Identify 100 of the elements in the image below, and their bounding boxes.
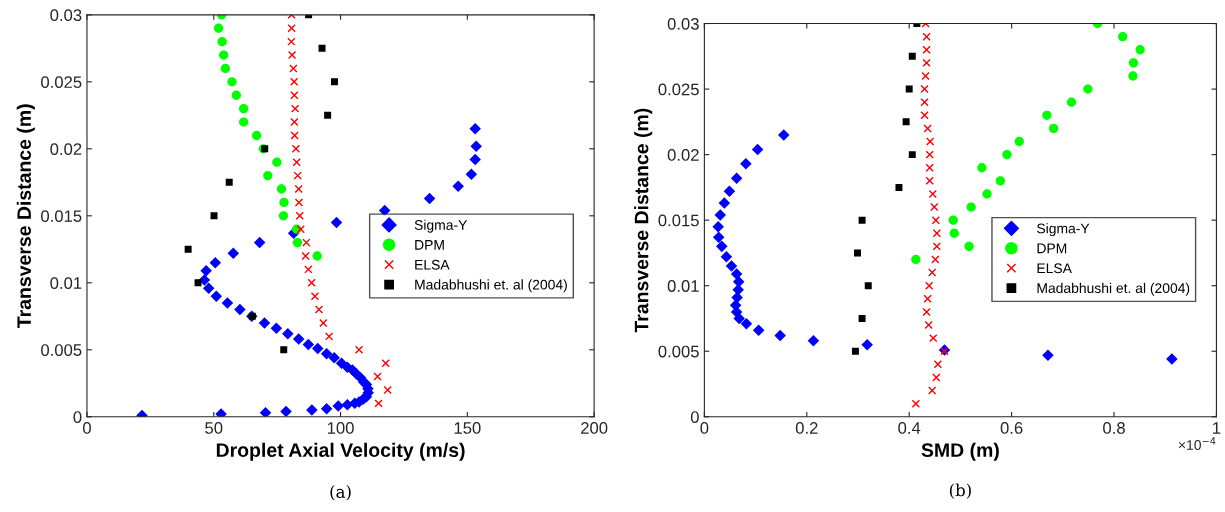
point — [932, 242, 942, 251]
point — [925, 150, 934, 159]
x-tick-label: 0.6 — [1000, 422, 1023, 434]
point — [925, 176, 934, 186]
point — [213, 23, 224, 33]
legend-label: Sigma-Y — [1037, 223, 1090, 237]
point — [723, 185, 736, 198]
point — [292, 237, 303, 248]
point — [287, 37, 296, 46]
point — [1042, 110, 1052, 120]
point — [922, 45, 931, 54]
point — [296, 225, 305, 234]
point — [1042, 349, 1054, 361]
point — [858, 216, 866, 224]
point — [289, 77, 299, 87]
point — [774, 329, 786, 342]
point — [718, 197, 731, 209]
point — [926, 137, 935, 146]
point — [210, 212, 218, 220]
point — [730, 172, 743, 184]
legend-label: DPM — [1037, 243, 1067, 254]
point — [864, 282, 872, 290]
point — [280, 346, 288, 354]
point — [330, 216, 343, 229]
point — [908, 52, 916, 60]
point — [1002, 149, 1012, 160]
point — [1118, 32, 1128, 42]
point — [320, 402, 333, 415]
point — [931, 215, 941, 225]
point — [311, 342, 324, 355]
point — [966, 202, 976, 212]
x-tick-label: 0.8 — [1103, 422, 1125, 434]
y-tick-label: 0.01 — [50, 277, 82, 289]
point — [995, 176, 1005, 186]
point — [851, 347, 859, 355]
y-tick-label: 0.005 — [41, 344, 82, 356]
x-tick-label: 150 — [454, 422, 481, 434]
y-tick-label: 0.02 — [667, 149, 699, 161]
point — [1128, 58, 1139, 68]
point — [905, 85, 913, 93]
point — [221, 297, 234, 309]
point — [1166, 353, 1178, 365]
point — [853, 249, 861, 257]
point — [922, 58, 931, 68]
point — [920, 111, 929, 120]
point — [964, 241, 974, 252]
point — [928, 386, 937, 395]
point — [740, 158, 752, 170]
point — [270, 322, 283, 335]
point — [932, 229, 942, 238]
point — [263, 170, 273, 181]
point — [895, 183, 903, 191]
y-tick-label: 0.03 — [667, 17, 699, 30]
point — [282, 327, 294, 340]
text: ×10$^{−4}$ — [1178, 437, 1216, 450]
y-tick-label: 0.01 — [667, 280, 699, 292]
point — [928, 189, 937, 199]
point — [931, 255, 940, 264]
point — [290, 131, 299, 140]
point — [312, 251, 322, 261]
point — [215, 408, 227, 417]
point — [923, 124, 932, 133]
point — [239, 117, 249, 127]
point — [293, 171, 302, 180]
point — [920, 98, 929, 107]
point — [930, 202, 939, 212]
y-tick-label: 0.015 — [658, 214, 699, 227]
point — [290, 91, 299, 100]
point — [290, 117, 299, 127]
point — [807, 334, 820, 347]
y-axis-title: Transverse Distance (m) — [634, 108, 653, 333]
point — [324, 111, 332, 119]
point — [231, 90, 241, 100]
point — [716, 240, 728, 253]
point — [295, 211, 304, 220]
point — [1048, 123, 1059, 134]
point — [922, 307, 931, 317]
y-tick-label: 0.03 — [50, 9, 82, 22]
point — [314, 305, 324, 314]
point — [861, 338, 873, 351]
point — [920, 84, 929, 94]
x-tick-label: 0.2 — [795, 422, 818, 434]
point — [911, 254, 921, 265]
x-tick-label: 100 — [327, 422, 354, 434]
point — [924, 320, 933, 330]
point — [307, 278, 316, 287]
point — [932, 373, 941, 382]
point — [290, 104, 300, 113]
point — [977, 163, 987, 173]
y-tick-label: 0.015 — [41, 210, 82, 223]
point — [301, 251, 310, 261]
point — [933, 360, 943, 369]
point — [227, 77, 237, 87]
point — [777, 129, 790, 141]
legend-label: Madabhushi et. al (2004) — [1037, 282, 1190, 296]
point — [725, 260, 738, 272]
x-tick-label: 1 — [1213, 422, 1221, 434]
point — [184, 245, 192, 253]
legend-label: Madabhushi et. al (2004) — [415, 279, 567, 293]
point — [294, 184, 303, 194]
